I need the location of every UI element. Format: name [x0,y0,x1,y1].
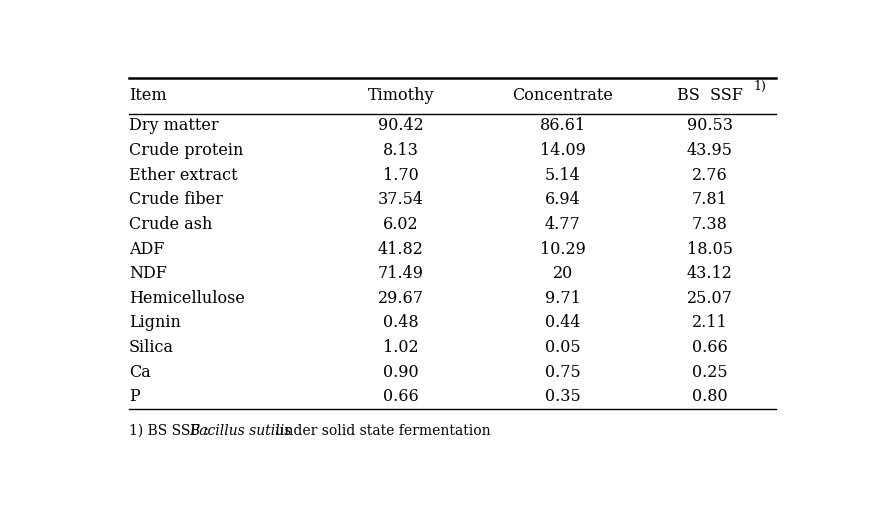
Text: 6.94: 6.94 [544,191,580,208]
Text: NDF: NDF [129,265,167,282]
Text: 0.44: 0.44 [544,314,580,331]
Text: 0.35: 0.35 [544,389,580,406]
Text: 0.48: 0.48 [382,314,418,331]
Text: 4.77: 4.77 [544,216,580,233]
Text: 0.75: 0.75 [544,364,580,381]
Text: Concentrate: Concentrate [512,87,613,104]
Text: Crude ash: Crude ash [129,216,212,233]
Text: 29.67: 29.67 [377,290,423,307]
Text: 20: 20 [552,265,572,282]
Text: under solid state fermentation: under solid state fermentation [270,424,489,438]
Text: ADF: ADF [129,240,164,257]
Text: 41.82: 41.82 [377,240,423,257]
Text: 9.71: 9.71 [544,290,580,307]
Text: 25.07: 25.07 [687,290,732,307]
Text: Timothy: Timothy [368,87,434,104]
Text: 10.29: 10.29 [539,240,585,257]
Text: 90.53: 90.53 [687,117,732,134]
Text: 90.42: 90.42 [377,117,423,134]
Text: 1) BS SSF :: 1) BS SSF : [129,424,213,438]
Text: 43.12: 43.12 [687,265,732,282]
Text: 0.25: 0.25 [692,364,726,381]
Text: 86.61: 86.61 [539,117,585,134]
Text: 6.02: 6.02 [382,216,418,233]
Text: 7.81: 7.81 [691,191,727,208]
Text: Bacillus sutilis: Bacillus sutilis [189,424,292,438]
Text: 1): 1) [753,80,766,93]
Text: Item: Item [129,87,166,104]
Text: 14.09: 14.09 [539,142,585,159]
Text: 0.05: 0.05 [544,339,580,356]
Text: Crude protein: Crude protein [129,142,243,159]
Text: 0.90: 0.90 [382,364,418,381]
Text: 43.95: 43.95 [687,142,732,159]
Text: Crude fiber: Crude fiber [129,191,222,208]
Text: 1.02: 1.02 [382,339,418,356]
Text: 2.11: 2.11 [691,314,727,331]
Text: 1.70: 1.70 [382,167,418,184]
Text: Lignin: Lignin [129,314,181,331]
Text: Ether extract: Ether extract [129,167,237,184]
Text: 2.76: 2.76 [691,167,727,184]
Text: P: P [129,389,140,406]
Text: Dry matter: Dry matter [129,117,218,134]
Text: 0.66: 0.66 [382,389,418,406]
Text: Ca: Ca [129,364,150,381]
Text: Hemicellulose: Hemicellulose [129,290,244,307]
Text: BS  SSF: BS SSF [676,87,742,104]
Text: 7.38: 7.38 [691,216,727,233]
Text: 18.05: 18.05 [687,240,732,257]
Text: 0.66: 0.66 [691,339,727,356]
Text: Silica: Silica [129,339,174,356]
Text: 37.54: 37.54 [377,191,423,208]
Text: 0.80: 0.80 [692,389,726,406]
Text: 8.13: 8.13 [382,142,418,159]
Text: 5.14: 5.14 [544,167,580,184]
Text: 71.49: 71.49 [377,265,423,282]
